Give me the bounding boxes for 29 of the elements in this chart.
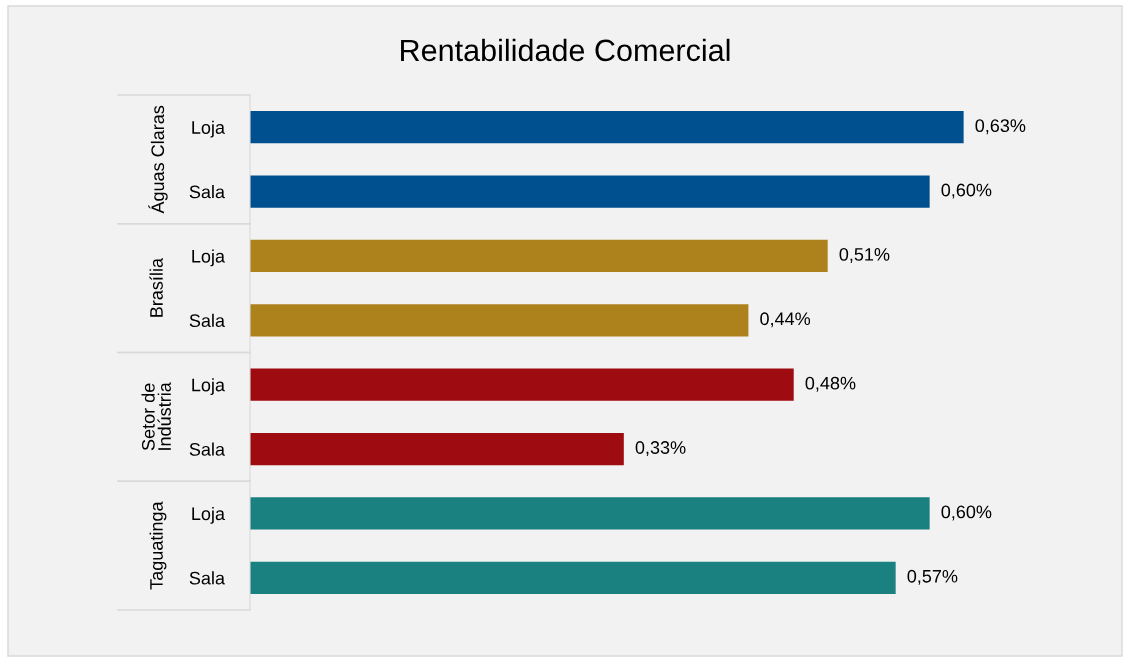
text: Taguatinga xyxy=(149,501,167,590)
bar xyxy=(250,497,930,530)
data-label: 0,57% xyxy=(907,569,958,585)
data-label: 0,48% xyxy=(805,376,856,392)
y-tick-label: Loja xyxy=(192,120,225,138)
text: Águas Claras xyxy=(148,105,168,214)
bar xyxy=(250,432,624,466)
y-tick-label: Sala xyxy=(189,571,225,585)
text: Brasília xyxy=(149,258,163,317)
bar xyxy=(250,368,794,401)
data-label: 0,44% xyxy=(760,312,811,328)
y-tick-label: Sala xyxy=(189,313,225,328)
data-label: 0,60% xyxy=(941,183,992,199)
y-tick-label: Loja xyxy=(192,378,225,395)
y-tick-label: Loja xyxy=(192,249,225,267)
y-tick-label: Loja xyxy=(192,506,225,524)
bar xyxy=(250,239,828,273)
y-tick-label: Sala xyxy=(189,442,225,456)
chart-title: Rentabilidade Comercial xyxy=(401,38,730,62)
text: Setor de Indústria xyxy=(141,382,171,451)
y-tick-label: Sala xyxy=(189,185,225,199)
data-label: 0,63% xyxy=(975,119,1026,135)
bar xyxy=(250,111,964,144)
bar xyxy=(250,304,749,337)
data-label: 0,33% xyxy=(635,441,686,457)
bar xyxy=(250,175,930,208)
bar xyxy=(250,561,896,594)
data-label: 0,60% xyxy=(941,505,992,521)
data-label: 0,51% xyxy=(839,248,890,263)
